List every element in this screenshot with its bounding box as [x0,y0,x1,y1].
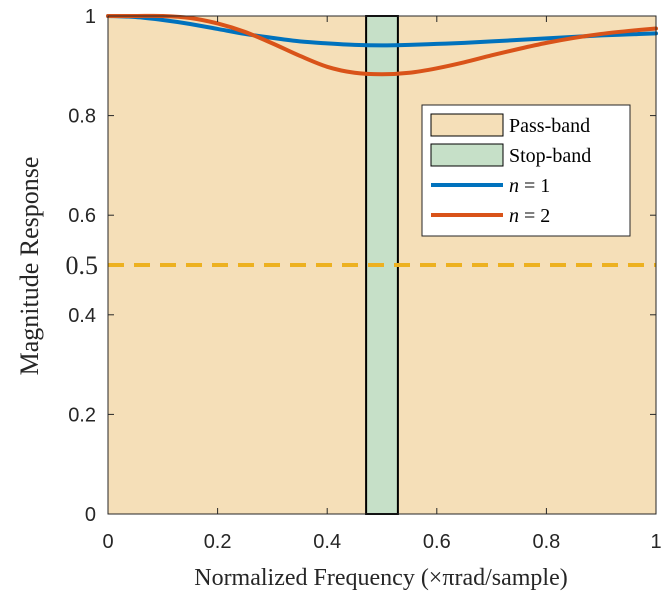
y-tick-label: 0.2 [68,404,96,426]
series-group [106,13,658,77]
legend-label-pass-band: Pass-band [509,115,590,137]
x-axis-label: Normalized Frequency (×πrad/sample) [194,565,568,591]
y-axis-label: Magnitude Response [15,157,44,376]
x-tick-label: 0.4 [313,531,341,553]
x-tick-label: 1 [650,531,661,553]
series-line-n2 [106,13,658,77]
x-tick-label: 0 [102,531,113,553]
y-tick-labels: 0 0.2 0.4 0.6 0.8 1 0.5 [66,6,656,526]
legend: Pass-band Stop-band n = 1 n = 2 [421,104,631,237]
y-tick-label: 1 [85,6,96,28]
legend-swatch-pass-band [430,113,504,137]
y-tick-label: 0.8 [68,106,96,128]
reference-tick-label: 0.5 [66,251,99,280]
y-tick-label: 0 [85,504,96,526]
legend-label-n-2: n = 2 [509,205,550,227]
x-tick-label: 0.2 [204,531,232,553]
plot-border [107,15,657,515]
legend-label-stop-band: Stop-band [509,145,591,167]
legend-label-n-1: n = 1 [509,175,550,197]
x-tick-label: 0.6 [423,531,451,553]
x-tick-label: 0.8 [532,531,560,553]
axes-frame [107,15,657,515]
y-tick-label: 0.4 [68,305,96,327]
y-tick-label: 0.6 [68,205,96,227]
x-tick-labels: 0 0.2 0.4 0.6 0.8 1 [102,16,662,553]
legend-swatch-stop-band [430,143,504,167]
